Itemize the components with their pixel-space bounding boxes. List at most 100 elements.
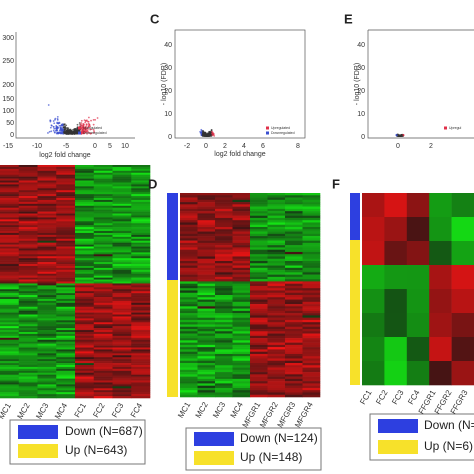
heatmap-cell (197, 310, 216, 314)
heatmap-cell (75, 256, 95, 259)
heatmap-cell (131, 353, 151, 356)
heatmap-cell (429, 313, 452, 338)
heatmap-cell (0, 273, 20, 276)
heatmap-cell (232, 290, 251, 294)
heatmap-cell (37, 203, 57, 207)
heatmap-cell (250, 383, 268, 386)
heatmap-cell (197, 217, 216, 221)
heatmap-cell (267, 331, 286, 334)
heatmap-cell (56, 392, 76, 395)
heatmap-cell (406, 361, 430, 386)
heatmap-cell (0, 242, 20, 245)
heatmap-cell (131, 347, 151, 350)
heatmap-cell (232, 283, 251, 287)
point (90, 119, 92, 122)
heatmap-cell (93, 236, 113, 240)
heatmap-cell (215, 213, 233, 216)
heatmap-cell (232, 256, 251, 260)
heatmap-cell (285, 360, 303, 364)
heatmap-cell (302, 385, 321, 389)
heatmap-cell (18, 351, 38, 354)
heatmap-cell (131, 308, 151, 311)
heatmap-cell (232, 306, 251, 309)
heatmap-cell (197, 349, 216, 352)
heatmap-cell (93, 366, 113, 370)
heatmap-cell (180, 240, 198, 244)
heatmap-cell (180, 263, 198, 266)
heatmap-cell (0, 221, 20, 224)
heatmap-cell (250, 290, 268, 294)
heatmap-cell (18, 229, 38, 232)
heatmap-cell (267, 222, 286, 226)
heatmap-cell (197, 211, 216, 214)
heatmap-cell (18, 285, 38, 288)
heatmap-cell (250, 344, 268, 348)
heatmap-cell (37, 188, 57, 191)
heatmap-cell (267, 211, 286, 214)
heatmap-cell (215, 281, 233, 284)
heatmap-cell (112, 394, 132, 397)
point (66, 129, 69, 132)
heatmap-cell (250, 299, 268, 303)
heatmap-cell (75, 174, 95, 177)
heatmap-cell (18, 244, 38, 247)
heatmap-cell (93, 271, 113, 275)
heatmap-cell (75, 343, 95, 346)
heatmap-cell (285, 217, 303, 221)
heatmap-cell (0, 188, 20, 191)
heatmap-cell (180, 256, 198, 260)
heatmap-cell (56, 330, 76, 333)
x-tick-label: -5 (63, 143, 69, 150)
heatmap-cell (37, 308, 57, 311)
heatmap-cell (250, 276, 268, 280)
heatmap-cell (56, 372, 76, 375)
heatmap-cell (131, 221, 151, 224)
heatmap-cell (112, 190, 132, 193)
heatmap-cell (112, 273, 132, 276)
point (402, 134, 405, 136)
heatmap-cell (250, 363, 268, 366)
heatmap-cell (232, 344, 251, 348)
heatmap-cell (232, 315, 251, 318)
heatmap-cell (75, 275, 95, 278)
heatmap-cell (131, 368, 151, 372)
heatmap-cell (93, 227, 113, 230)
heatmap-cell (302, 195, 321, 198)
heatmap-cell (232, 331, 251, 334)
heatmap-cell (112, 293, 132, 296)
heatmap-cell (37, 318, 57, 321)
heatmap-cell (250, 251, 268, 255)
heatmap-cell (112, 242, 132, 245)
heatmap-cell (285, 376, 303, 380)
heatmap-cell (267, 295, 286, 298)
heatmap-cell (18, 300, 38, 304)
heatmap-cell (93, 264, 113, 267)
heatmap-cell (215, 292, 233, 296)
heatmap-cell (250, 285, 268, 289)
heatmap-cell (0, 223, 20, 226)
heatmap-cell (180, 251, 198, 255)
heatmap-cell (75, 314, 95, 317)
heatmap-cell (0, 363, 20, 366)
heatmap-cell (302, 233, 321, 237)
heatmap-cell (112, 271, 132, 275)
heatmap-cell (131, 254, 151, 257)
heatmap-cell (215, 251, 233, 255)
heatmap-cell (18, 178, 38, 181)
heatmap-cell (112, 339, 132, 342)
heatmap-cell (0, 376, 20, 379)
heatmap-cell (285, 285, 303, 289)
heatmap-cell (131, 370, 151, 374)
heatmap-cell (75, 201, 95, 205)
heatmap-cell (75, 345, 95, 348)
heatmap-cell (285, 236, 303, 239)
heatmap-cell (75, 366, 95, 370)
heatmap-cell (131, 335, 151, 339)
heatmap-cell (267, 342, 286, 346)
heatmap-cell (37, 238, 57, 242)
heatmap-cell (215, 385, 233, 389)
heatmap-cell (37, 223, 57, 226)
heatmap-cell (0, 370, 20, 374)
heatmap-cell (56, 231, 76, 234)
heatmap-cell (56, 271, 76, 275)
